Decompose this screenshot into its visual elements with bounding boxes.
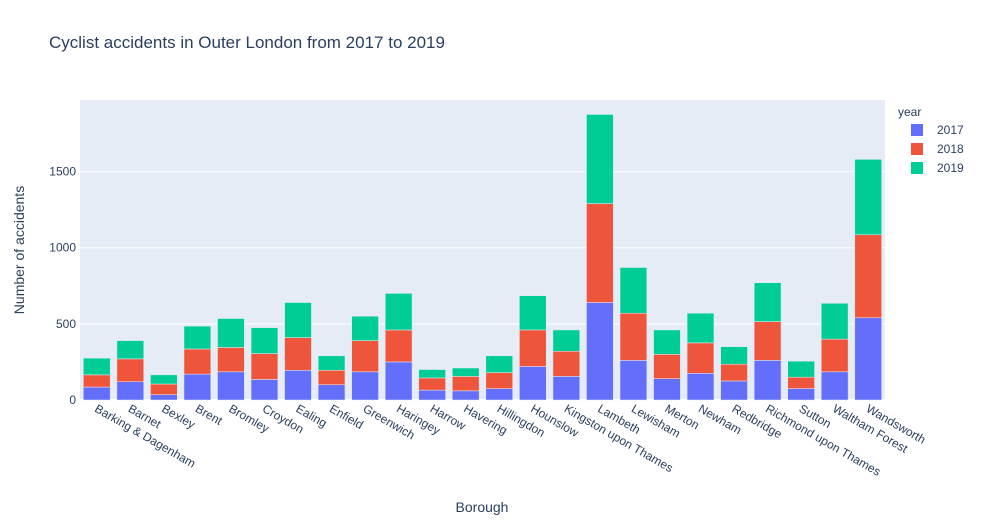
bar-2019[interactable] (854, 159, 882, 236)
legend-swatch-2017[interactable] (911, 124, 923, 136)
y-tick-label: 500 (56, 317, 76, 331)
y-axis-ticks: 0 500 1000 1500 (49, 165, 76, 407)
bar-2017[interactable] (183, 373, 212, 401)
bar-2018[interactable] (720, 363, 748, 382)
bar-2018[interactable] (452, 376, 480, 392)
bar-2017[interactable] (116, 381, 144, 401)
bar-2018[interactable] (787, 376, 815, 389)
bar-2018[interactable] (854, 234, 882, 319)
bar-2019[interactable] (250, 327, 279, 354)
gridlines (80, 171, 885, 401)
bar-2019[interactable] (720, 346, 748, 365)
bar-2017[interactable] (485, 388, 513, 401)
bar-2018[interactable] (686, 342, 715, 374)
bar-2019[interactable] (317, 355, 346, 371)
bar-2019[interactable] (418, 369, 446, 379)
bar-2019[interactable] (653, 329, 681, 355)
bar-2017[interactable] (519, 366, 547, 401)
bar-2019[interactable] (284, 302, 312, 338)
bar-2017[interactable] (384, 361, 413, 401)
bar-2019[interactable] (619, 267, 648, 314)
x-tick-label: Bexley (159, 401, 197, 431)
bar-2019[interactable] (217, 318, 245, 348)
bar-2019[interactable] (686, 312, 715, 344)
bar-2017[interactable] (317, 384, 346, 401)
bar-2017[interactable] (418, 389, 446, 401)
bar-2017[interactable] (351, 371, 379, 401)
bar-2019[interactable] (452, 367, 480, 377)
legend-label-2019[interactable]: 2019 (937, 161, 964, 175)
bar-2017[interactable] (753, 360, 782, 401)
legend[interactable]: year 2017 2018 2019 (898, 105, 964, 175)
x-axis-title: Borough (456, 499, 509, 515)
bar-2018[interactable] (821, 338, 849, 373)
bar-2019[interactable] (83, 357, 111, 376)
bar-2018[interactable] (351, 340, 379, 373)
bar-2018[interactable] (519, 329, 547, 367)
bar-2019[interactable] (351, 315, 379, 341)
x-tick-label: Enfield (327, 401, 366, 431)
bar-2017[interactable] (686, 373, 715, 401)
bar-2019[interactable] (586, 114, 614, 204)
bar-group (83, 114, 882, 401)
bar-2018[interactable] (586, 203, 614, 303)
bar-2017[interactable] (854, 317, 882, 401)
bar-2017[interactable] (452, 390, 480, 401)
bar-2018[interactable] (150, 383, 178, 395)
bar-2018[interactable] (183, 348, 212, 375)
bar-2018[interactable] (653, 354, 681, 379)
bar-2017[interactable] (619, 360, 648, 401)
legend-label-2017[interactable]: 2017 (937, 123, 964, 137)
bar-2017[interactable] (720, 380, 748, 401)
bar-2019[interactable] (150, 374, 178, 385)
bar-2018[interactable] (116, 358, 144, 382)
bar-2019[interactable] (519, 295, 547, 331)
bar-2017[interactable] (284, 370, 312, 401)
legend-label-2018[interactable]: 2018 (937, 142, 964, 156)
bar-2018[interactable] (317, 370, 346, 386)
bar-2017[interactable] (653, 378, 681, 401)
x-tick-label: Brent (193, 401, 225, 428)
bar-2019[interactable] (485, 355, 513, 373)
chart-title: Cyclist accidents in Outer London from 2… (49, 33, 445, 52)
bar-2017[interactable] (586, 302, 614, 401)
bar-2019[interactable] (183, 325, 212, 350)
bar-2017[interactable] (83, 386, 111, 401)
bar-2017[interactable] (217, 371, 245, 401)
bar-2019[interactable] (384, 293, 413, 331)
bar-2019[interactable] (753, 282, 782, 322)
bar-2018[interactable] (250, 353, 279, 380)
legend-swatch-2018[interactable] (911, 143, 923, 155)
bar-2018[interactable] (384, 329, 413, 363)
y-tick-label: 1000 (49, 241, 76, 255)
bar-2019[interactable] (552, 329, 581, 352)
bar-2017[interactable] (150, 394, 178, 401)
bar-2018[interactable] (418, 377, 446, 391)
bar-2018[interactable] (485, 372, 513, 389)
bar-2017[interactable] (552, 376, 581, 401)
bar-2017[interactable] (787, 388, 815, 401)
bar-2019[interactable] (116, 340, 144, 360)
bar-2018[interactable] (619, 312, 648, 361)
plot-background (80, 100, 885, 400)
bar-2018[interactable] (217, 347, 245, 373)
legend-title: year (898, 105, 921, 119)
bar-2017[interactable] (821, 371, 849, 401)
bar-2018[interactable] (552, 351, 581, 377)
bar-2019[interactable] (821, 303, 849, 340)
y-tick-label: 1500 (49, 165, 76, 179)
legend-swatch-2019[interactable] (911, 162, 923, 174)
y-axis-title: Number of accidents (11, 186, 27, 314)
bar-2019[interactable] (787, 360, 815, 378)
y-tick-label: 0 (69, 393, 76, 407)
bar-2018[interactable] (284, 337, 312, 371)
bar-2018[interactable] (753, 321, 782, 361)
bar-2017[interactable] (250, 379, 279, 401)
bar-2018[interactable] (83, 374, 111, 388)
